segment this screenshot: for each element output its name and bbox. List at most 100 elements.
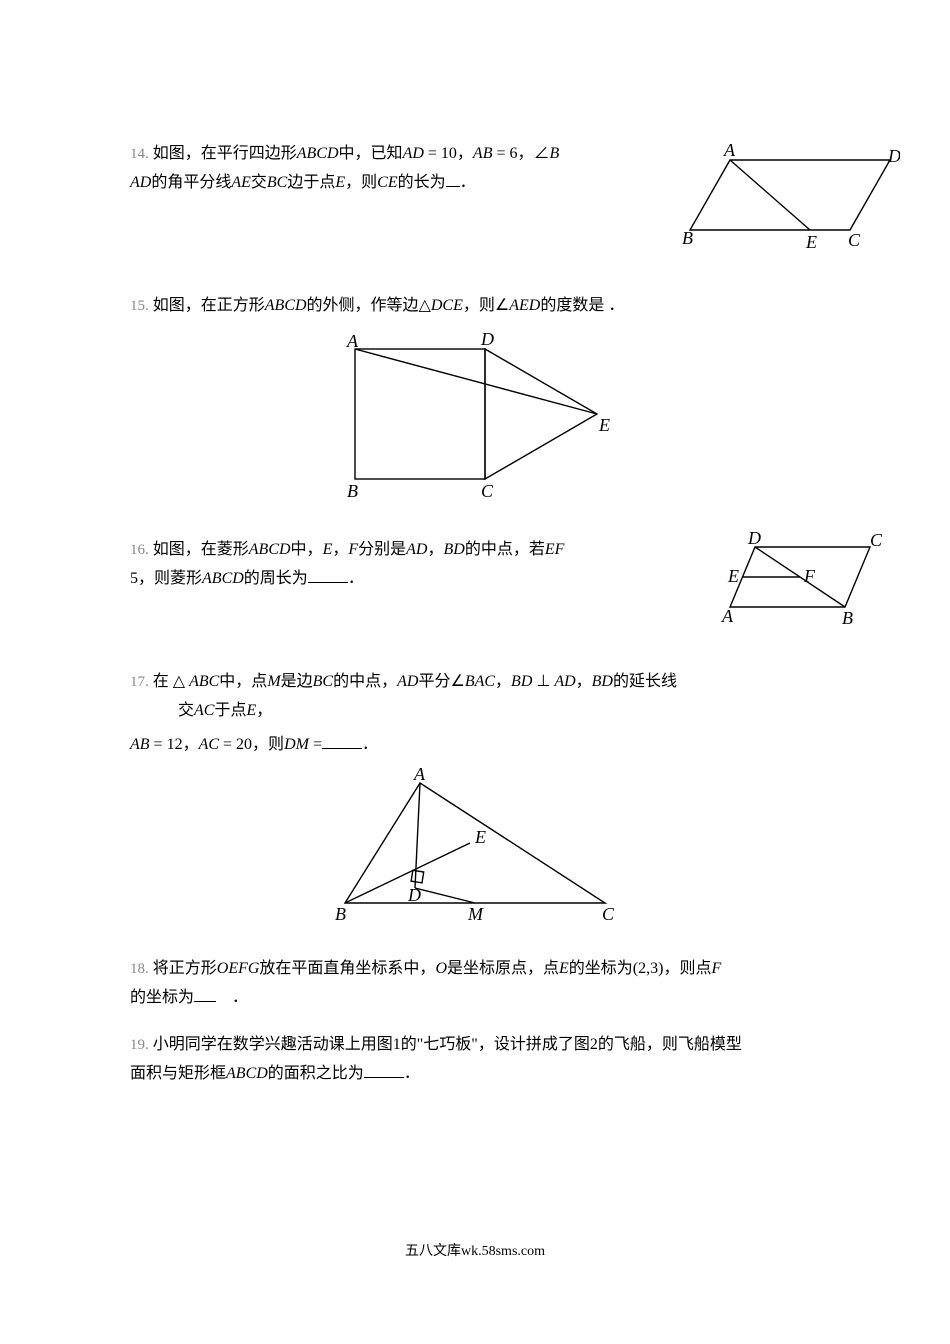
t: 的坐标为(2,3)，则点: [569, 960, 712, 977]
t: 面积与矩形框: [130, 1065, 226, 1082]
t: ∠: [495, 297, 509, 314]
t: 的中点，若: [465, 541, 545, 558]
lbl: B: [347, 481, 358, 501]
problem-18-line1: 18. 将正方形OEFG放在平面直角坐标系中，O是坐标原点，点E的坐标为(2,3…: [130, 955, 820, 984]
sym: AED: [509, 297, 540, 314]
t: ，则: [345, 174, 377, 191]
t: ．: [404, 1065, 420, 1082]
t: 中，: [291, 541, 323, 558]
t: ，: [495, 673, 511, 690]
sym: BD: [444, 541, 465, 558]
t: △: [173, 673, 185, 690]
t: △: [419, 297, 431, 314]
blank: [364, 1062, 404, 1078]
sym: BD: [592, 673, 613, 690]
blank: [446, 171, 460, 187]
lbl: M: [467, 904, 484, 923]
t: 如图，在平行四边形: [153, 145, 297, 162]
lbl: D: [407, 885, 421, 905]
t: ．: [362, 736, 378, 753]
sym: ABCD: [202, 570, 244, 587]
problem-15: 15. 如图，在正方形ABCD的外侧，作等边△DCE，则∠AED的度数是 ． A…: [130, 292, 820, 504]
t: 放在平面直角坐标系中，: [259, 960, 435, 977]
lbl: C: [848, 230, 861, 250]
blank: [194, 986, 216, 1002]
t: 的度数是 ．: [540, 297, 624, 314]
t: 中，已知: [339, 145, 403, 162]
sym: AD: [130, 174, 151, 191]
figure-15: A D B C E: [335, 329, 615, 504]
t: 的外侧，作等边: [307, 297, 419, 314]
sym: ABCD: [226, 1065, 268, 1082]
t: 交: [178, 702, 194, 719]
t: 是边: [281, 673, 313, 690]
sym: ABCD: [297, 145, 339, 162]
t: 中，点: [219, 673, 267, 690]
sym: ABC: [189, 673, 219, 690]
t: 的坐标为: [130, 989, 194, 1006]
lbl: A: [723, 140, 736, 160]
t: 分别是: [358, 541, 406, 558]
lbl: D: [747, 532, 761, 548]
lbl: D: [480, 329, 494, 349]
problem-18: 18. 将正方形OEFG放在平面直角坐标系中，O是坐标原点，点E的坐标为(2,3…: [130, 955, 820, 1013]
problem-16: 16. 如图，在菱形ABCD中，E，F分别是AD，BD的中点，若EF 5，则菱形…: [130, 536, 820, 636]
t: 的长为: [398, 174, 446, 191]
figure-17: A B C E D M: [330, 768, 620, 923]
t: ，: [332, 541, 348, 558]
qnum-14: 14.: [130, 146, 149, 162]
lbl: C: [602, 904, 615, 923]
problem-17: 17. 在 △ ABC中，点M是边BC的中点，AD平分∠BAC，BD ⊥ AD，…: [130, 668, 820, 923]
problem-19: 19. 小明同学在数学兴趣活动课上用图1的"七巧板"，设计拼成了图2的飞船，则飞…: [130, 1031, 820, 1089]
t: ，: [256, 702, 272, 719]
lbl: E: [474, 827, 486, 847]
lbl: B: [842, 608, 853, 627]
t: = 12，: [150, 736, 199, 753]
sym: AB: [130, 736, 150, 753]
qnum-18: 18.: [130, 961, 149, 977]
qnum-17: 17.: [130, 674, 149, 690]
blank: [322, 733, 362, 749]
t: 将正方形: [153, 960, 217, 977]
sym: E: [323, 541, 333, 558]
t: 如图，在正方形: [153, 297, 265, 314]
sym: BAC: [465, 673, 495, 690]
sym: DCE: [431, 297, 463, 314]
t: ．: [348, 570, 364, 587]
t: ，则: [463, 297, 495, 314]
t: ．: [232, 989, 248, 1006]
t: 于点: [214, 702, 246, 719]
sym: E: [335, 174, 345, 191]
sym: CE: [377, 174, 397, 191]
t: 5，则菱形: [130, 570, 202, 587]
t: 的周长为: [244, 570, 308, 587]
qnum-16: 16.: [130, 542, 149, 558]
lbl: E: [598, 415, 610, 435]
problem-16-line2: 5，则菱形ABCD的周长为 ．: [130, 565, 820, 594]
problem-19-line1: 19. 小明同学在数学兴趣活动课上用图1的"七巧板"，设计拼成了图2的飞船，则飞…: [130, 1031, 820, 1060]
blank: [308, 567, 348, 583]
t: = 20，则: [219, 736, 284, 753]
t: ，: [576, 673, 592, 690]
t: 如图，在菱形: [153, 541, 249, 558]
sym: B: [550, 145, 560, 162]
sym: AC: [199, 736, 219, 753]
sym: E: [246, 702, 256, 719]
sym: AD: [554, 673, 575, 690]
sym: AE: [231, 174, 251, 191]
problem-19-line2: 面积与矩形框ABCD的面积之比为．: [130, 1060, 820, 1089]
sym: OEFG: [217, 960, 260, 977]
t: ∠: [450, 673, 464, 690]
sym: AC: [194, 702, 214, 719]
lbl: B: [682, 228, 693, 248]
lbl: E: [727, 566, 739, 586]
sym: BC: [313, 673, 333, 690]
problem-16-line1: 16. 如图，在菱形ABCD中，E，F分别是AD，BD的中点，若EF: [130, 536, 820, 565]
problem-17-line3: AB = 12，AC = 20，则DM = ．: [130, 731, 820, 760]
t: =: [309, 736, 322, 753]
problem-14: 14. 如图，在平行四边形ABCD中，已知AD = 10，AB = 6，∠B A…: [130, 140, 820, 260]
t: = 10，: [424, 145, 473, 162]
sym: DM: [284, 736, 309, 753]
t: ．: [460, 174, 476, 191]
lbl: C: [481, 481, 494, 501]
